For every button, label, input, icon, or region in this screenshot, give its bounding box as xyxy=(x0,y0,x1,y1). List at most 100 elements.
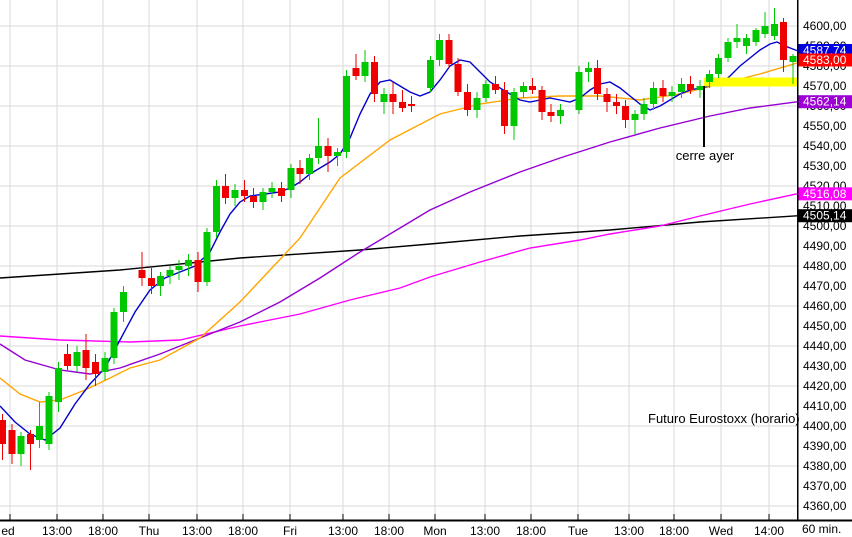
candle-body-down xyxy=(501,90,509,126)
candle-body-down xyxy=(445,40,453,64)
candle-body-up xyxy=(557,110,564,116)
svg-text:4570,00: 4570,00 xyxy=(803,79,847,93)
candle-body-down xyxy=(0,420,6,444)
x-axis-label: 13:00 xyxy=(470,524,500,537)
candle-body-up xyxy=(36,426,44,440)
candle-body-up xyxy=(770,24,778,36)
candle-body-up xyxy=(761,26,769,34)
svg-text:4600,00: 4600,00 xyxy=(803,19,847,33)
candle-body-down xyxy=(371,62,378,94)
x-axis-label: 13:00 xyxy=(328,524,358,537)
candle-body-down xyxy=(250,196,258,202)
candle-body-down xyxy=(389,94,397,102)
chart-title: Futuro Eurostoxx (horario) xyxy=(648,411,800,426)
candle-body-up xyxy=(119,292,127,312)
x-axis-label: Thu xyxy=(139,524,160,537)
candle-body-up xyxy=(584,68,592,72)
candle-body-up xyxy=(315,146,323,158)
candle-body-up xyxy=(575,72,583,110)
x-axis-label: 18:00 xyxy=(88,524,118,537)
candle-body-down xyxy=(687,84,695,90)
candle-body-up xyxy=(343,76,351,152)
candle-body-down xyxy=(147,278,155,286)
x-axis-label: 13:00 xyxy=(614,524,644,537)
candle-body-up xyxy=(287,168,295,190)
svg-text:4500,00: 4500,00 xyxy=(803,219,847,233)
interval-label: 60 min. xyxy=(802,522,842,536)
candle-body-up xyxy=(650,88,657,104)
candle-body-down xyxy=(194,260,202,282)
svg-text:4505,14: 4505,14 xyxy=(803,209,847,223)
x-axis-label: Mon xyxy=(423,524,446,537)
candle-body-down xyxy=(26,434,34,444)
candles xyxy=(0,8,797,470)
candle-body-up xyxy=(640,104,648,114)
svg-text:4400,00: 4400,00 xyxy=(803,419,847,433)
x-axis-label: 18:00 xyxy=(228,524,258,537)
candle-body-down xyxy=(324,146,332,156)
candle-body-down xyxy=(659,88,667,96)
candle-body-up xyxy=(259,192,267,202)
candle-body-up xyxy=(110,312,118,358)
candle-body-up xyxy=(101,358,109,372)
x-axis-label: ed xyxy=(1,524,14,537)
svg-text:4450,00: 4450,00 xyxy=(803,319,847,333)
candle-body-up xyxy=(677,84,685,92)
candle-body-down xyxy=(92,362,99,374)
candle-body-up xyxy=(212,186,220,232)
x-axis-label: Fri xyxy=(283,524,297,537)
candle-body-up xyxy=(631,114,639,120)
candle-body-down xyxy=(464,92,471,110)
axis-frame xyxy=(0,0,852,522)
price-marker-ma-violet: 4562,14 xyxy=(798,95,852,109)
y-axis-labels: 4600,004590,004580,004570,004560,004550,… xyxy=(803,19,847,513)
candle-body-down xyxy=(780,22,788,60)
svg-text:4583,00: 4583,00 xyxy=(803,53,847,67)
candle-body-up xyxy=(54,368,62,402)
ma-orange xyxy=(0,62,798,403)
candle-body-up xyxy=(724,42,732,58)
candle-body-up xyxy=(231,190,239,198)
price-marker-ma-black-long: 4505,14 xyxy=(798,209,852,223)
x-axis-label: 14:00 xyxy=(754,524,784,537)
svg-text:4540,00: 4540,00 xyxy=(803,139,847,153)
candle-body-up xyxy=(696,86,704,90)
x-axis-labels: ed 13:00 18:00 Thu 13:00 18:00 Fri 13:00 18:00 Mo… xyxy=(1,524,784,537)
candle-body-up xyxy=(305,158,313,174)
x-axis-label: 18:00 xyxy=(659,524,689,537)
candle-body-down xyxy=(82,350,90,368)
candle-body-down xyxy=(222,186,230,198)
svg-text:4530,00: 4530,00 xyxy=(803,159,847,173)
candle-body-down xyxy=(594,68,602,94)
candle-body-up xyxy=(203,232,211,282)
horizontal-gridlines xyxy=(0,25,797,507)
candle-body-up xyxy=(157,276,165,286)
candle-body-up xyxy=(361,62,369,76)
svg-text:4370,00: 4370,00 xyxy=(803,479,847,493)
svg-text:4420,00: 4420,00 xyxy=(803,379,847,393)
x-axis-label: 18:00 xyxy=(374,524,404,537)
svg-text:4460,00: 4460,00 xyxy=(803,299,847,313)
candle-body-up xyxy=(436,40,444,60)
ma-black-long xyxy=(0,215,798,279)
candle-body-up xyxy=(17,436,25,454)
candle-body-up xyxy=(668,92,676,96)
candle-body-up xyxy=(185,260,192,266)
candle-body-up xyxy=(45,396,53,444)
svg-text:4410,00: 4410,00 xyxy=(803,399,847,413)
candle-body-down xyxy=(240,190,248,196)
candle-body-down xyxy=(547,112,555,116)
svg-text:4440,00: 4440,00 xyxy=(803,339,847,353)
candle-body-up xyxy=(752,30,760,42)
candle-body-down xyxy=(529,86,537,90)
candle-body-up xyxy=(268,188,276,192)
svg-text:4550,00: 4550,00 xyxy=(803,119,847,133)
x-axis-label: 18:00 xyxy=(516,524,546,537)
candle-body-down xyxy=(398,102,406,108)
svg-text:4490,00: 4490,00 xyxy=(803,239,847,253)
candle-body-down xyxy=(138,270,146,278)
candle-body-up xyxy=(733,38,741,42)
candle-body-up xyxy=(743,38,750,46)
